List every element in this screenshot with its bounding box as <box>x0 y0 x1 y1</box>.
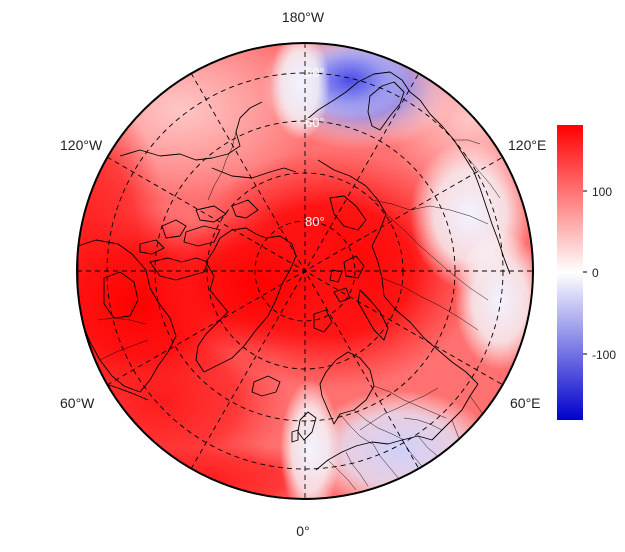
british-isles <box>291 411 317 443</box>
scandinavia <box>319 351 375 425</box>
iceland <box>251 375 281 397</box>
lon-label-60e: 60°E <box>510 395 541 411</box>
graticule <box>77 43 533 499</box>
lon-label-0: 0° <box>296 523 309 539</box>
meridian-line <box>106 156 504 386</box>
greenland-coast <box>195 227 297 373</box>
russia-east-coast <box>419 99 511 275</box>
colorbar-tick-100: 100 <box>592 185 612 199</box>
latitude-circle-80 <box>254 220 356 322</box>
asia-interior-river <box>383 295 479 385</box>
beaufort-coast <box>211 167 297 179</box>
longitude-labels: 180°W 0° 120°W 60°W 120°E 60°E <box>60 9 546 539</box>
colorbar: 100 0 -100 <box>557 125 616 420</box>
lat-label-80: 80° <box>305 214 325 229</box>
colorbar-gradient <box>557 125 583 420</box>
franz-josef-land <box>333 287 351 303</box>
lon-label-180w: 180°W <box>282 9 325 25</box>
lon-label-60w: 60°W <box>60 395 95 411</box>
colorbar-tick-minus-100: -100 <box>592 348 616 362</box>
north-america-coast <box>77 239 177 393</box>
europe-coast <box>315 383 479 471</box>
chukotka-coast <box>305 71 421 121</box>
lat-label-60: 60° <box>305 115 325 130</box>
lat-label-50: 50° <box>305 65 325 80</box>
latitude-circle-60 <box>154 120 456 422</box>
latitude-circle-70 <box>206 172 404 370</box>
novaya-zemlya <box>357 289 389 341</box>
colorbar-tick-0: 0 <box>592 266 599 280</box>
lon-label-120w: 120°W <box>60 137 103 153</box>
map-boundary-circle <box>76 42 534 500</box>
svalbard <box>313 309 333 333</box>
lon-label-120e: 120°E <box>508 137 546 153</box>
kamchatka <box>367 81 405 131</box>
hudson-bay <box>103 271 139 319</box>
latitude-circle-50 <box>106 72 504 470</box>
color-field <box>77 43 533 499</box>
latitude-labels: 50° 60° 80° <box>305 65 325 229</box>
canadian-archipelago <box>139 199 259 281</box>
taymyr-coast <box>329 195 367 231</box>
alaska-coast <box>119 101 263 161</box>
